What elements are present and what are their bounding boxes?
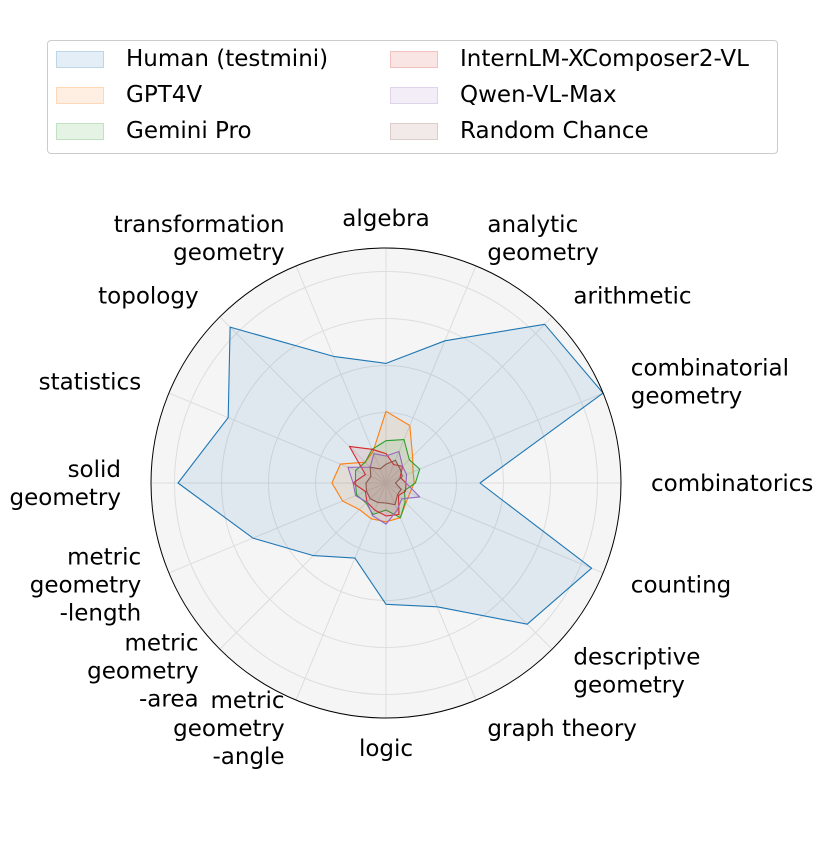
category-label: combinatorics [651, 471, 813, 497]
category-label-line: -angle [212, 744, 284, 770]
category-label: transformation geometry [114, 212, 285, 266]
category-label-line: analytic [487, 212, 578, 238]
category-label: algebra [342, 206, 429, 232]
legend-label: Random Chance [460, 118, 649, 144]
category-label: counting [631, 572, 731, 598]
category-label-line: metric [67, 544, 141, 570]
grid-spoke [295, 265, 387, 484]
category-label-line: geometry [173, 716, 284, 742]
grid-spoke [385, 482, 553, 650]
grid-spoke [168, 392, 387, 484]
category-label-line: combinatorial [631, 356, 789, 382]
category-label-line: geometry [631, 384, 742, 410]
category-label: metric geometry -angle [173, 688, 284, 770]
category-label-line: arithmetic [573, 284, 691, 310]
category-label-line: combinatorics [651, 471, 813, 497]
category-label-line: algebra [342, 206, 429, 232]
category-label: metric geometry -length [30, 544, 141, 626]
grid-spoke [385, 482, 477, 701]
legend-label: Qwen-VL-Max [460, 82, 617, 108]
legend-item: Qwen-VL-Max [390, 81, 617, 109]
legend-item: Gemini Pro [56, 117, 252, 145]
category-label-line: metric [211, 688, 285, 714]
category-label: descriptive geometry [573, 644, 700, 698]
legend-label: Gemini Pro [126, 118, 252, 144]
legend-item: Random Chance [390, 117, 649, 145]
category-label-line: logic [359, 736, 413, 762]
category-label-line: geometry [573, 672, 684, 698]
legend-label: Human (testmini) [126, 46, 329, 72]
category-label-line: solid [68, 457, 121, 483]
category-label: graph theory [487, 716, 637, 742]
category-label-line: geometry [87, 658, 198, 684]
category-label-line: transformation [114, 212, 285, 238]
grid-spoke [168, 482, 387, 574]
category-label-line: counting [631, 572, 731, 598]
category-label-line: statistics [39, 370, 142, 396]
grid-spoke [385, 265, 477, 484]
legend-item: InternLM-XComposer2-VL [390, 45, 749, 73]
category-label: analytic geometry [487, 212, 598, 266]
grid-spoke [385, 392, 604, 484]
series-area [331, 410, 415, 523]
grid-spoke [385, 316, 553, 484]
legend: Human (testmini) GPT4V Gemini Pro InternLM-… [47, 40, 778, 154]
category-label: logic [359, 736, 413, 762]
category-label: metric geometry -area [87, 630, 198, 712]
grid-spoke [219, 316, 387, 484]
series-area [365, 459, 403, 506]
category-label-line: metric [125, 630, 199, 656]
category-label: statistics [39, 370, 142, 396]
category-label-line: geometry [487, 240, 598, 266]
category-label-line: geometry [10, 485, 121, 511]
grid-spoke [219, 482, 387, 650]
category-label-line: descriptive [573, 644, 700, 670]
plot-frame [150, 247, 622, 719]
legend-swatch [390, 50, 438, 68]
legend-swatch [56, 122, 104, 140]
category-label-line: -length [60, 600, 142, 626]
category-label: combinatorial geometry [631, 356, 789, 410]
category-label-line: graph theory [487, 716, 637, 742]
legend-swatch [390, 122, 438, 140]
legend-label: GPT4V [126, 82, 203, 108]
legend-item: Human (testmini) [56, 45, 328, 73]
category-label: topology [98, 284, 198, 310]
category-label-line: geometry [173, 240, 284, 266]
category-label-line: topology [98, 284, 198, 310]
legend-label: InternLM-XComposer2-VL [460, 46, 749, 72]
legend-swatch [390, 86, 438, 104]
legend-swatch [56, 86, 104, 104]
grid-spoke [385, 482, 604, 574]
legend-item: GPT4V [56, 81, 202, 109]
legend-swatch [56, 50, 104, 68]
category-label-line: -area [139, 686, 199, 712]
series-area [177, 323, 604, 625]
category-label-line: geometry [30, 572, 141, 598]
category-label: arithmetic [573, 284, 691, 310]
category-label: solid geometry [10, 457, 121, 511]
series-area [347, 450, 421, 525]
